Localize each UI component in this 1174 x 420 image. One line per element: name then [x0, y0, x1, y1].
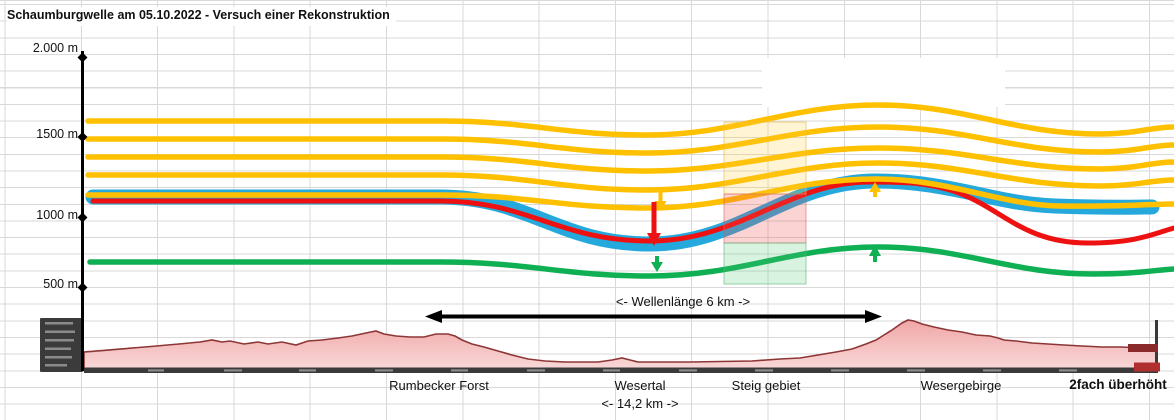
ground-label-steig-gebiet: Steig gebiet	[731, 378, 801, 393]
altitude-axis	[77, 51, 88, 371]
ground-label-rumbecker-forst: Rumbecker Forst	[389, 378, 489, 393]
y-tick-1000m: 1000 m	[36, 208, 78, 222]
climb-box-green	[723, 242, 807, 285]
arrowhead-right	[865, 310, 882, 323]
terrain-profile	[40, 318, 1160, 373]
ground-label-wesergebirge: Wesergebirge	[920, 378, 1002, 393]
axis-marker-2000m	[77, 52, 88, 63]
terrain-area	[83, 319, 1157, 371]
streamline-yellow-5	[85, 176, 1174, 211]
distance-annotation: <- 14,2 km ->	[601, 396, 679, 411]
climb-area-boxes	[723, 121, 807, 285]
wavelength-annotation: <- Wellenlänge 6 km ->	[615, 294, 751, 309]
axis-marker-1500m	[77, 132, 88, 142]
profile-distance-tick-marks	[148, 369, 1077, 372]
scale-note: 2fach überhöht	[1069, 377, 1167, 392]
streamline-green	[87, 244, 1174, 279]
grid-mask-patch	[762, 58, 1005, 107]
wavelength-double-arrow	[425, 310, 882, 323]
profile-info-chip-lower	[1134, 362, 1160, 372]
sink-arrow-red	[647, 202, 661, 246]
streamline-yellow-1	[85, 102, 1174, 138]
sink-lift-arrows	[647, 182, 881, 272]
streamline-yellow-3	[85, 145, 1174, 174]
lift-arrow-green	[869, 245, 881, 262]
profile-axis-panel	[40, 318, 83, 372]
track-red	[90, 179, 1174, 246]
profile-axis-tick-marks	[45, 322, 75, 367]
axis-marker-1000m	[77, 212, 88, 223]
wave-curves	[85, 102, 1174, 279]
y-tick-2000m: 2.000 m	[32, 41, 78, 55]
y-tick-1500m: 1500 m	[36, 127, 78, 141]
ground-label-wesertal: Wesertal	[614, 378, 666, 393]
streamline-yellow-4	[85, 160, 1174, 193]
climb-box-red	[723, 193, 807, 244]
page-title: Schaumburgwelle am 05.10.2022 - Versuch …	[7, 7, 396, 26]
arrowhead-left	[425, 310, 442, 323]
sink-arrow-green	[651, 256, 663, 272]
profile-info-chip-upper	[1128, 344, 1158, 352]
climb-box-yellow	[723, 121, 807, 195]
axis-marker-500m	[77, 282, 88, 293]
streamline-yellow-2	[85, 124, 1174, 156]
profile-baseline-bar	[84, 367, 1158, 373]
sink-arrow-yellow	[654, 192, 667, 211]
lift-arrow-yellow	[869, 182, 881, 197]
y-tick-500m: 500 m	[43, 277, 78, 291]
